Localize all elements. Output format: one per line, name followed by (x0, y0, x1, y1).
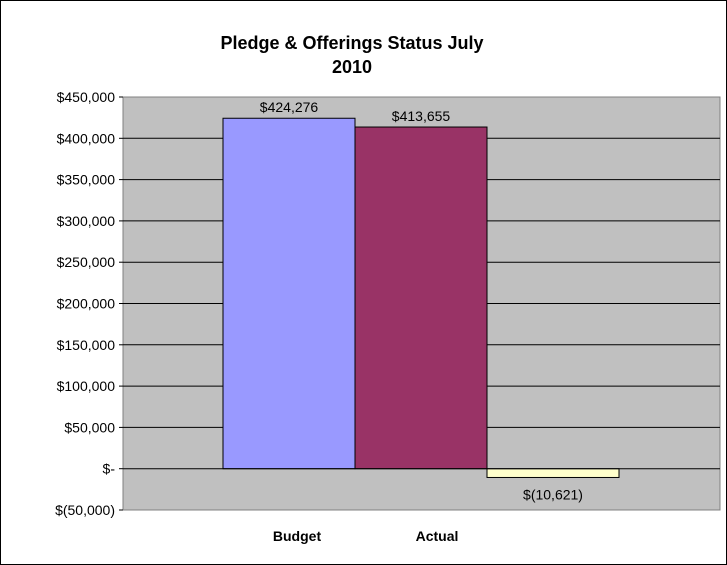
data-labels: $424,276 $413,655 $(10,621) (260, 99, 583, 502)
y-tick-label: $400,000 (57, 130, 116, 146)
bars (222, 117, 620, 478)
y-tick-label: $(50,000) (55, 502, 115, 518)
y-tick-label: $- (103, 461, 116, 477)
data-label: $413,655 (392, 108, 451, 124)
y-tick-label: $300,000 (57, 213, 116, 229)
y-tick-label: $100,000 (57, 378, 116, 394)
y-tick-label: $450,000 (57, 89, 116, 105)
data-label: $(10,621) (523, 486, 583, 502)
y-axis-ticks: $450,000 $400,000 $350,000 $300,000 $250,000… (55, 89, 123, 518)
data-label: $424,276 (260, 99, 319, 115)
category-label-actual: Actual (416, 528, 459, 544)
bar (354, 126, 488, 470)
y-tick-label: $200,000 (57, 296, 116, 312)
bar (486, 468, 620, 478)
y-tick-label: $250,000 (57, 254, 116, 270)
chart-title-line-2: 2010 (332, 57, 372, 77)
y-tick-label: $350,000 (57, 172, 116, 188)
chart-title-line-1: Pledge & Offerings Status July (220, 33, 483, 53)
y-tick-label: $150,000 (57, 337, 116, 353)
category-label-budget: Budget (273, 528, 322, 544)
y-tick-label: $50,000 (64, 419, 115, 435)
bar (222, 117, 356, 470)
